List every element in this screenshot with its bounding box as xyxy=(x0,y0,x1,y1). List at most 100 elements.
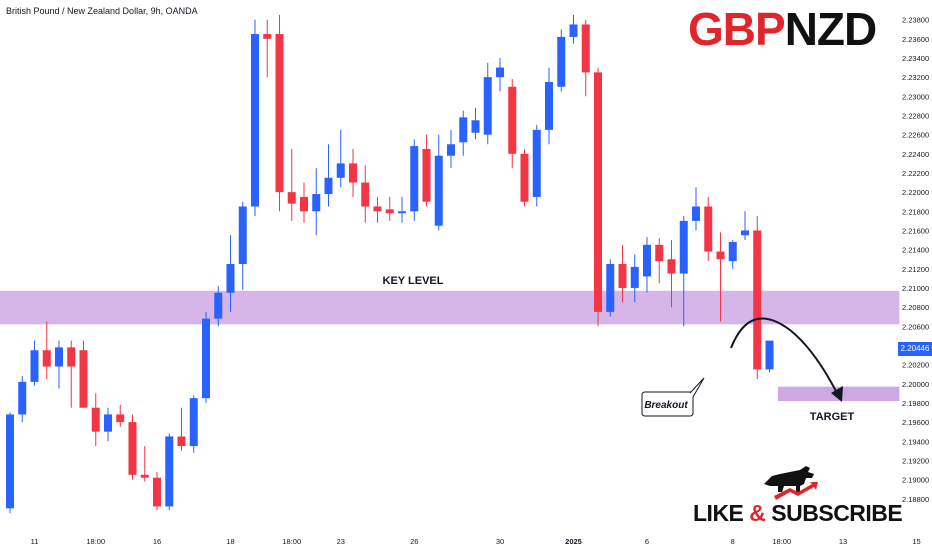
projection-arrow xyxy=(730,317,839,396)
candle-body xyxy=(471,120,480,133)
symbol-header: British Pound / New Zealand Dollar, 9h, … xyxy=(6,6,198,16)
candle-body xyxy=(557,36,566,87)
candle-body xyxy=(581,24,590,73)
candle-body xyxy=(287,192,296,204)
candle-body xyxy=(520,153,529,202)
candle-body xyxy=(189,398,198,447)
x-axis-tick: 8 xyxy=(731,537,735,546)
candle-body xyxy=(410,146,419,212)
x-axis-tick: 11 xyxy=(31,537,39,546)
cta-subscribe: SUBSCRIBE xyxy=(765,500,903,526)
y-axis-tick: 2.21000 xyxy=(902,284,929,293)
candle-body xyxy=(312,194,321,212)
candle-body xyxy=(214,292,223,319)
candle-body xyxy=(594,72,602,312)
pair-title-quote: NZD xyxy=(784,3,878,55)
y-axis-tick: 2.20800 xyxy=(902,303,929,312)
candle-body xyxy=(42,350,51,367)
candle-body xyxy=(765,340,774,370)
y-axis-tick: 2.22800 xyxy=(902,111,929,120)
y-axis-tick: 2.20600 xyxy=(902,322,929,331)
candle-body xyxy=(643,244,651,277)
y-axis-tick: 2.21800 xyxy=(902,207,929,216)
candle-body xyxy=(741,230,749,236)
y-axis-tick: 2.22400 xyxy=(902,150,929,159)
candle-body xyxy=(6,414,14,509)
y-axis-tick: 2.22600 xyxy=(902,131,929,140)
x-axis-tick: 6 xyxy=(645,537,649,546)
candle-body xyxy=(483,77,492,135)
candle-body xyxy=(263,34,272,39)
breakout-callout-pointer xyxy=(689,377,705,398)
candle-body xyxy=(251,34,259,207)
current-price-tag: 2.20446 xyxy=(898,342,932,356)
candle-body xyxy=(434,155,443,226)
candle-body xyxy=(704,206,713,252)
candle-body xyxy=(165,436,174,507)
candle-body xyxy=(728,241,737,262)
candle-body xyxy=(667,259,676,274)
candle-body xyxy=(618,264,627,288)
candle-body xyxy=(300,196,308,212)
candle-body xyxy=(202,318,210,399)
y-axis-tick: 2.19600 xyxy=(902,418,929,427)
candle-body xyxy=(496,67,504,78)
y-axis-tick: 2.23000 xyxy=(902,92,929,101)
candle-body xyxy=(336,163,345,178)
candle-body xyxy=(361,182,370,207)
y-axis-tick: 2.21600 xyxy=(902,226,929,235)
candle-body xyxy=(153,477,161,507)
candle-body xyxy=(128,422,137,475)
candle-body xyxy=(275,34,284,193)
y-axis-tick: 2.19400 xyxy=(902,437,929,446)
x-axis-tick: 18:00 xyxy=(772,537,791,546)
key-level-zone xyxy=(0,290,900,325)
candle-body xyxy=(55,347,63,367)
candle-body xyxy=(679,220,688,274)
x-axis-tick: 26 xyxy=(410,537,418,546)
candle-body xyxy=(324,177,333,195)
candle-body xyxy=(385,209,394,214)
candle-body xyxy=(459,117,468,143)
x-axis-tick: 16 xyxy=(153,537,161,546)
projection-arrowhead xyxy=(831,386,843,402)
x-axis-tick: 23 xyxy=(337,537,345,546)
candle-body xyxy=(116,414,125,423)
x-axis-tick: 2025 xyxy=(565,537,582,546)
x-axis-tick: 30 xyxy=(496,537,504,546)
y-axis-tick: 2.23600 xyxy=(902,35,929,44)
y-axis-tick: 2.23400 xyxy=(902,54,929,63)
y-axis-tick: 2.23200 xyxy=(902,73,929,82)
candle-body xyxy=(447,144,455,156)
key-level-label: KEY LEVEL xyxy=(383,275,444,287)
y-axis-tick: 2.19200 xyxy=(902,456,929,465)
x-axis-tick: 18 xyxy=(226,537,234,546)
candle-body xyxy=(422,149,431,202)
x-axis-tick: 15 xyxy=(912,537,920,546)
y-axis-tick: 2.19800 xyxy=(902,399,929,408)
pair-title-logo: GBPNZD xyxy=(688,3,878,55)
y-axis-tick: 2.20200 xyxy=(902,361,929,370)
y-axis-tick: 2.22000 xyxy=(902,188,929,197)
candle-body xyxy=(569,24,578,37)
cta-like: LIKE xyxy=(693,500,750,526)
target-label: TARGET xyxy=(810,411,855,423)
y-axis-tick: 2.21400 xyxy=(902,246,929,255)
pair-title-base: GBP xyxy=(688,3,786,55)
candle-body xyxy=(104,414,112,432)
candle-body xyxy=(91,407,100,432)
bull-icon xyxy=(764,466,818,500)
like-subscribe-cta: LIKE & SUBSCRIBE xyxy=(693,500,903,527)
x-axis-tick: 18:00 xyxy=(282,537,301,546)
candle-body xyxy=(630,266,639,288)
candle-body xyxy=(226,264,235,293)
candle-body xyxy=(716,251,725,260)
y-axis-tick: 2.20000 xyxy=(902,380,929,389)
y-axis-tick: 2.21200 xyxy=(902,265,929,274)
candle-body xyxy=(398,211,406,214)
candle-body xyxy=(655,244,664,262)
candle-body xyxy=(238,206,247,264)
x-axis-tick: 13 xyxy=(839,537,847,546)
